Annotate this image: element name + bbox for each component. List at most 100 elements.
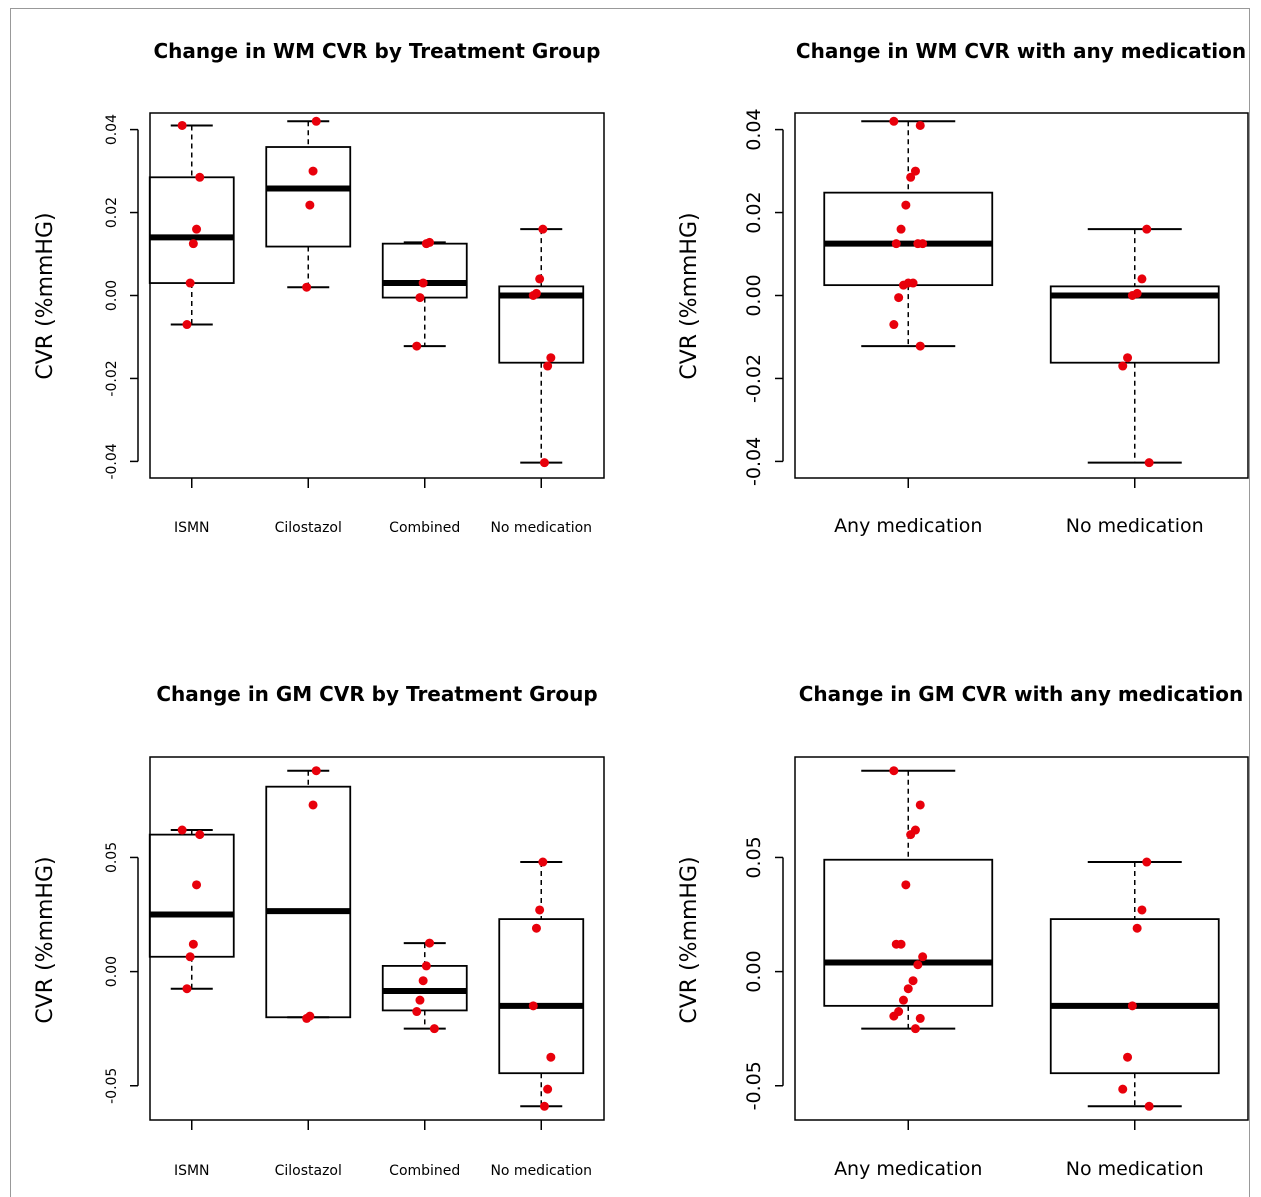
- y-tick-label: 0.02: [743, 191, 765, 233]
- data-point: [906, 830, 916, 840]
- y-tick-label: -0.02: [743, 354, 765, 403]
- x-tick-label: No medication: [490, 520, 592, 536]
- data-point: [1142, 224, 1152, 234]
- data-point: [415, 293, 425, 303]
- data-point: [1127, 291, 1137, 300]
- x-tick-label: ISMN: [174, 1163, 210, 1179]
- data-point: [910, 166, 920, 176]
- chart-panel-1: Change in WM CVR by Treatment Group -0.04…: [33, 39, 605, 536]
- box-iqr: [148, 833, 235, 958]
- x-tick-label: No medication: [490, 1163, 592, 1179]
- data-point: [1142, 857, 1152, 867]
- y-tick-label: 0.04: [743, 108, 765, 150]
- figure-frame: [10, 8, 1250, 1197]
- data-point: [1127, 1001, 1137, 1011]
- data-point: [896, 224, 906, 234]
- data-point: [1118, 361, 1128, 371]
- data-point: [918, 952, 928, 962]
- y-tick-label: 0.00: [104, 280, 120, 311]
- y-tick-label: 0.05: [104, 842, 120, 873]
- data-point: [311, 116, 321, 126]
- data-point: [177, 120, 187, 130]
- data-point: [891, 239, 901, 249]
- data-point: [415, 995, 425, 1005]
- x-tick-label: No medication: [1066, 1158, 1204, 1180]
- data-point: [889, 320, 899, 330]
- data-point: [903, 984, 913, 994]
- y-tick-label: 0.00: [104, 956, 120, 987]
- chart-title: Change in WM CVR with any medication: [796, 39, 1246, 63]
- chart-title: Change in GM CVR by Treatment Group: [156, 682, 597, 706]
- data-point: [535, 274, 545, 284]
- x-tick-label: Any medication: [834, 1158, 982, 1180]
- chart-title: Change in GM CVR with any medication: [799, 682, 1244, 706]
- data-point: [915, 800, 925, 810]
- data-point: [891, 939, 901, 949]
- chart-title: Change in WM CVR by Treatment Group: [154, 39, 601, 63]
- y-tick-label: 0.04: [104, 114, 120, 145]
- x-tick-label: ISMN: [174, 520, 210, 536]
- box-iqr: [498, 918, 585, 1075]
- data-point: [528, 1001, 538, 1011]
- data-point: [412, 1007, 422, 1017]
- y-axis-label: CVR (%mmHG): [677, 856, 702, 1023]
- data-point: [539, 458, 549, 468]
- y-tick-label: -0.04: [104, 443, 120, 479]
- data-point: [915, 1013, 925, 1023]
- y-tick-label: -0.04: [743, 437, 765, 486]
- x-tick-label: Combined: [389, 1163, 460, 1179]
- plot-area-frame: [149, 756, 605, 1121]
- y-tick-label: -0.02: [104, 360, 120, 396]
- box-iqr: [1049, 918, 1220, 1075]
- data-point: [906, 172, 916, 182]
- chart-panel-3: Change in GM CVR by Treatment Group -0.05…: [33, 682, 605, 1179]
- data-point: [546, 353, 556, 363]
- plot-area-frame: [149, 112, 605, 479]
- data-point: [1144, 458, 1154, 468]
- data-point: [195, 830, 205, 840]
- data-point: [308, 800, 318, 810]
- plot-area-frame: [794, 112, 1249, 479]
- data-point: [1123, 1052, 1133, 1062]
- data-point: [535, 905, 545, 915]
- y-axis-label: CVR (%mmHG): [33, 212, 58, 379]
- data-point: [308, 166, 318, 176]
- data-point: [889, 116, 899, 126]
- data-point: [302, 282, 312, 292]
- data-point: [910, 1024, 920, 1034]
- data-point: [185, 952, 195, 962]
- data-point: [412, 341, 422, 351]
- data-point: [901, 880, 911, 890]
- chart-panel-4: Change in GM CVR with any medication -0.0…: [677, 682, 1249, 1180]
- data-point: [1144, 1101, 1154, 1111]
- data-point: [429, 1024, 439, 1034]
- data-point: [195, 172, 205, 182]
- y-tick-label: 0.05: [743, 836, 765, 878]
- data-point: [1137, 905, 1147, 915]
- data-point: [898, 280, 908, 290]
- data-point: [311, 766, 321, 776]
- data-point: [1123, 353, 1133, 363]
- x-tick-label: Cilostazol: [275, 1163, 342, 1179]
- y-tick-label: -0.05: [743, 1061, 765, 1110]
- data-point: [538, 224, 548, 234]
- data-point: [1137, 274, 1147, 284]
- data-point: [192, 880, 202, 890]
- data-point: [913, 960, 923, 970]
- data-point: [913, 239, 923, 249]
- box-iqr: [381, 242, 468, 299]
- y-axis-label: CVR (%mmHG): [677, 212, 702, 379]
- data-point: [531, 923, 541, 933]
- box-iqr: [148, 176, 235, 284]
- y-tick-label: 0.00: [743, 274, 765, 316]
- data-point: [177, 825, 187, 835]
- y-tick-label: 0.00: [743, 950, 765, 992]
- data-point: [915, 120, 925, 130]
- data-point: [188, 939, 198, 949]
- chart-panel-2: Change in WM CVR with any medication -0.0…: [677, 39, 1249, 537]
- x-tick-label: Cilostazol: [275, 520, 342, 536]
- data-point: [188, 239, 198, 249]
- plot-area-frame: [794, 756, 1249, 1121]
- data-point: [418, 976, 428, 986]
- data-point: [894, 293, 904, 303]
